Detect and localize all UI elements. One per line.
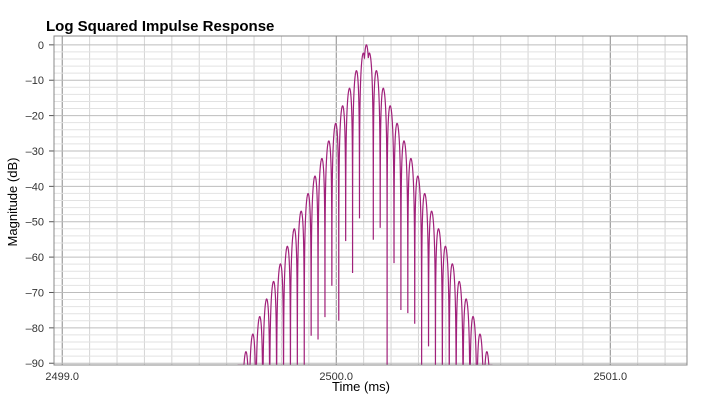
y-axis-label: Magnitude (dB): [5, 158, 20, 247]
y-tick-label: –50: [26, 217, 44, 229]
grid: [54, 36, 687, 365]
y-tick-label: –90: [26, 358, 44, 370]
y-tick-label: 0: [38, 40, 44, 52]
y-tick-label: –70: [26, 287, 44, 299]
y-tick-label: –40: [26, 181, 44, 193]
impulse-response-line: [237, 44, 493, 365]
y-tick-label: –60: [26, 252, 44, 264]
x-axis-label: Time (ms): [332, 379, 390, 394]
y-tick-label: –10: [26, 75, 44, 87]
y-tick-label: –30: [26, 146, 44, 158]
plot-frame: [53, 35, 688, 366]
y-tick-label: –80: [26, 323, 44, 335]
x-tick-label: 2499.0: [45, 371, 79, 383]
x-tick-label: 2501.0: [593, 371, 627, 383]
series-layer: [237, 44, 493, 365]
chart-title: Log Squared Impulse Response: [46, 18, 274, 35]
y-tick-label: –20: [26, 111, 44, 123]
x-tick-label: 2500.0: [319, 371, 353, 383]
